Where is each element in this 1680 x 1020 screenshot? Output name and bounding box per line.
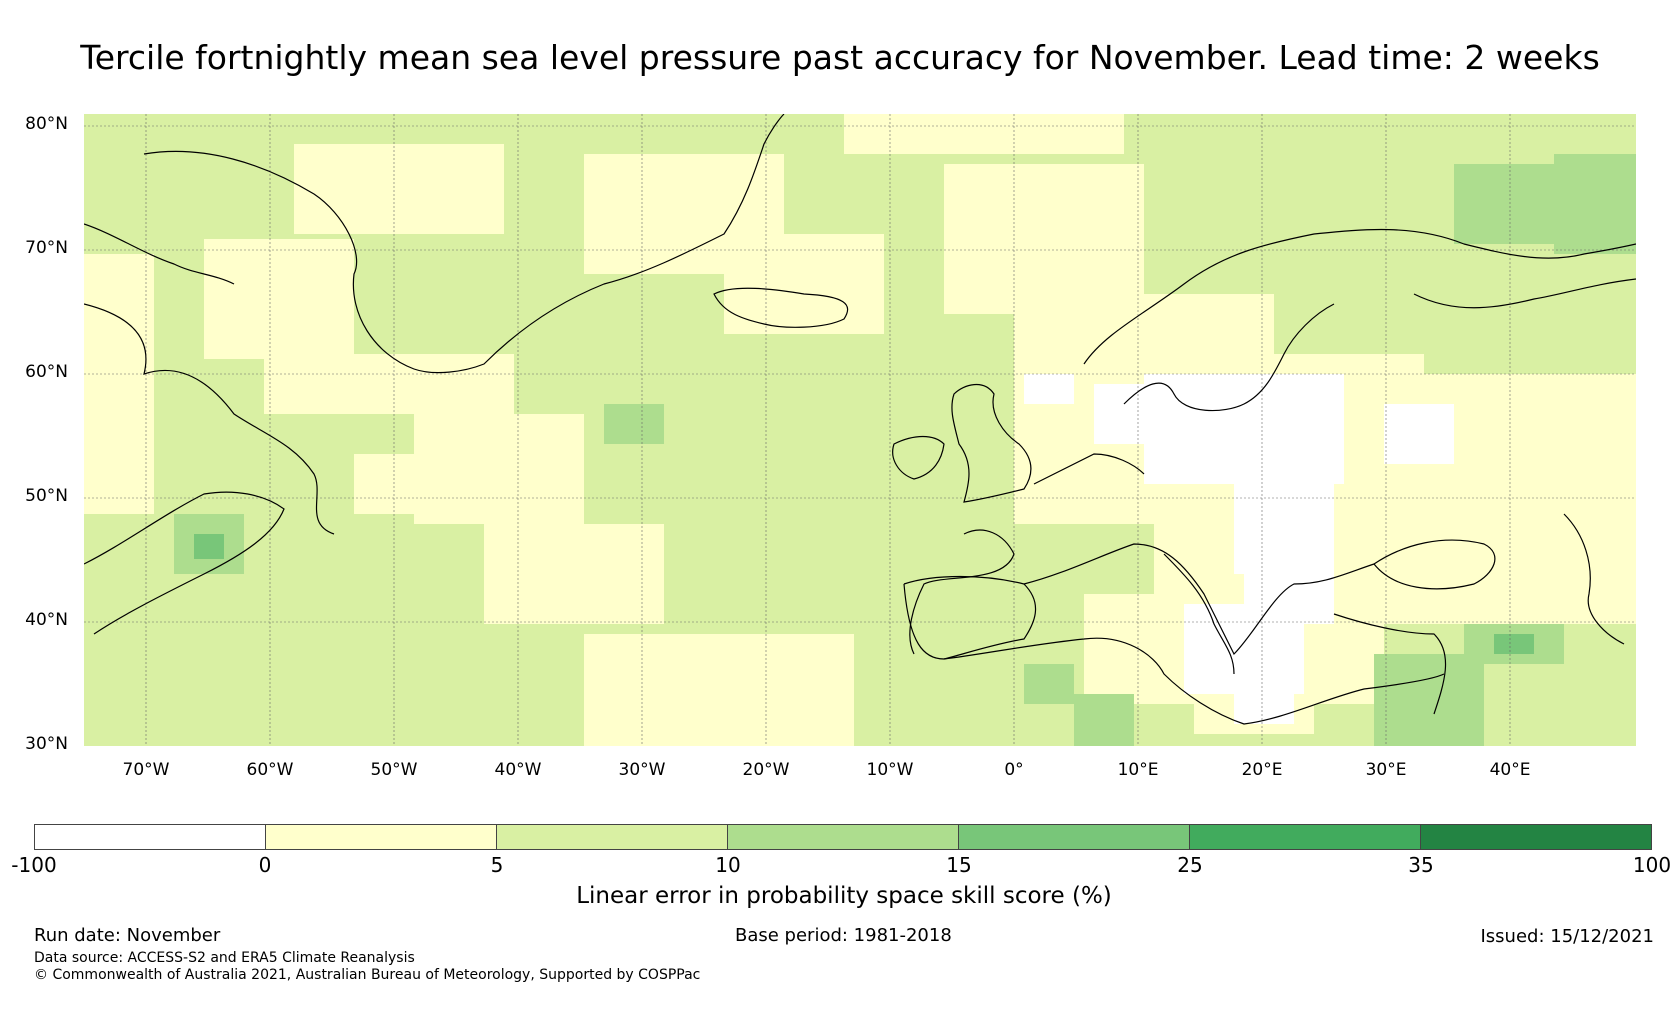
caspian-coast: [1563, 513, 1625, 645]
lon-label-30w: 30°W: [618, 760, 666, 780]
colorbar: [34, 824, 1652, 850]
colorbar-tick: -100: [11, 853, 57, 877]
lat-label-50n: 50°N: [25, 486, 68, 506]
lat-label-60n: 60°N: [25, 362, 68, 382]
coastlines: [84, 114, 1636, 725]
lat-label-40n: 40°N: [25, 610, 68, 630]
italy-coast: [1163, 553, 1235, 675]
lon-label-40e: 40°E: [1489, 760, 1531, 780]
iberia-coast: [903, 575, 1037, 660]
colorbar-tick: 35: [1408, 853, 1434, 877]
greenland-coast: [143, 114, 785, 374]
issued-date: Issued: 15/12/2021: [1480, 926, 1654, 947]
colorbar-tick: 5: [490, 853, 504, 877]
colorbar-tick: 0: [258, 853, 272, 877]
colorbar-segment: [959, 825, 1190, 849]
lon-label-0: 0°: [1004, 760, 1024, 780]
colorbar-segment: [497, 825, 728, 849]
data-source: Data source: ACCESS-S2 and ERA5 Climate …: [34, 950, 415, 966]
colorbar-tick: 25: [1177, 853, 1203, 877]
colorbar-tick: 15: [946, 853, 972, 877]
lon-label-20w: 20°W: [742, 760, 790, 780]
negative-skill-regions: [1024, 374, 1454, 724]
norway-coast: [1083, 228, 1636, 365]
colorbar-segment: [728, 825, 959, 849]
graticule: [84, 114, 1636, 746]
baffin-coast: [84, 223, 235, 285]
copyright: © Commonwealth of Australia 2021, Austra…: [34, 967, 701, 983]
lon-label-50w: 50°W: [370, 760, 418, 780]
run-date: Run date: November: [34, 925, 221, 946]
lon-label-60w: 60°W: [246, 760, 294, 780]
chart-title: Tercile fortnightly mean sea level press…: [80, 38, 1600, 77]
russia-coast: [1413, 278, 1636, 309]
good-skill-regions: [194, 534, 1534, 654]
colorbar-segment: [266, 825, 497, 849]
lat-label-70n: 70°N: [25, 238, 68, 258]
lon-label-30e: 30°E: [1365, 760, 1407, 780]
map-canvas: [84, 114, 1636, 746]
africa-north-coast: [943, 637, 1445, 725]
britain-coast: [951, 384, 1032, 503]
iceland-coast: [713, 287, 849, 328]
levant-coast: [1333, 613, 1447, 715]
lon-label-10e: 10°E: [1117, 760, 1159, 780]
lon-label-40w: 40°W: [494, 760, 542, 780]
sweden-coast: [1123, 303, 1335, 412]
colorbar-segment: [1190, 825, 1421, 849]
ireland-coast: [892, 435, 945, 480]
colorbar-segment: [1421, 825, 1651, 849]
colorbar-segment: [35, 825, 266, 849]
black-sea-coast: [1373, 539, 1496, 590]
base-period: Base period: 1981-2018: [735, 925, 952, 946]
lon-label-10w: 10°W: [866, 760, 914, 780]
colorbar-label: Linear error in probability space skill …: [576, 883, 1112, 909]
lat-label-80n: 80°N: [25, 114, 68, 134]
colorbar-tick: 10: [715, 853, 741, 877]
colorbar-tick: 100: [1632, 853, 1672, 877]
moderate-skill-regions: [174, 154, 1636, 746]
low-skill-regions: [84, 114, 1636, 746]
lat-label-30n: 30°N: [25, 734, 68, 754]
lon-label-20e: 20°E: [1241, 760, 1283, 780]
med-north-coast: [1023, 543, 1375, 656]
skill-map: [84, 114, 1636, 746]
lon-label-70w: 70°W: [122, 760, 170, 780]
labrador-coast: [84, 303, 335, 535]
nova-scotia-coast: [84, 491, 285, 635]
